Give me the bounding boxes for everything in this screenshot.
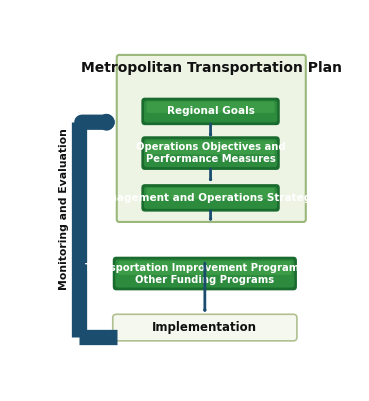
Text: Management and Operations Strategies: Management and Operations Strategies xyxy=(93,193,329,203)
Text: Transportation Improvement Program and
Other Funding Programs: Transportation Improvement Program and O… xyxy=(85,263,324,285)
Text: Regional Goals: Regional Goals xyxy=(167,106,255,116)
FancyBboxPatch shape xyxy=(144,187,277,209)
FancyBboxPatch shape xyxy=(113,257,297,290)
FancyBboxPatch shape xyxy=(113,314,297,341)
FancyBboxPatch shape xyxy=(115,259,294,288)
FancyBboxPatch shape xyxy=(146,101,275,113)
FancyBboxPatch shape xyxy=(141,98,280,125)
FancyBboxPatch shape xyxy=(144,101,277,122)
Text: Implementation: Implementation xyxy=(152,321,257,334)
FancyBboxPatch shape xyxy=(146,188,275,199)
FancyBboxPatch shape xyxy=(141,184,280,212)
FancyBboxPatch shape xyxy=(141,136,280,170)
Text: Metropolitan Transportation Plan: Metropolitan Transportation Plan xyxy=(81,61,342,75)
FancyBboxPatch shape xyxy=(144,139,277,167)
FancyBboxPatch shape xyxy=(117,55,306,222)
FancyBboxPatch shape xyxy=(118,261,292,275)
Text: Monitoring and Evaluation: Monitoring and Evaluation xyxy=(59,128,69,290)
FancyBboxPatch shape xyxy=(146,141,275,154)
Text: Operations Objectives and
Performance Measures: Operations Objectives and Performance Me… xyxy=(136,142,285,164)
